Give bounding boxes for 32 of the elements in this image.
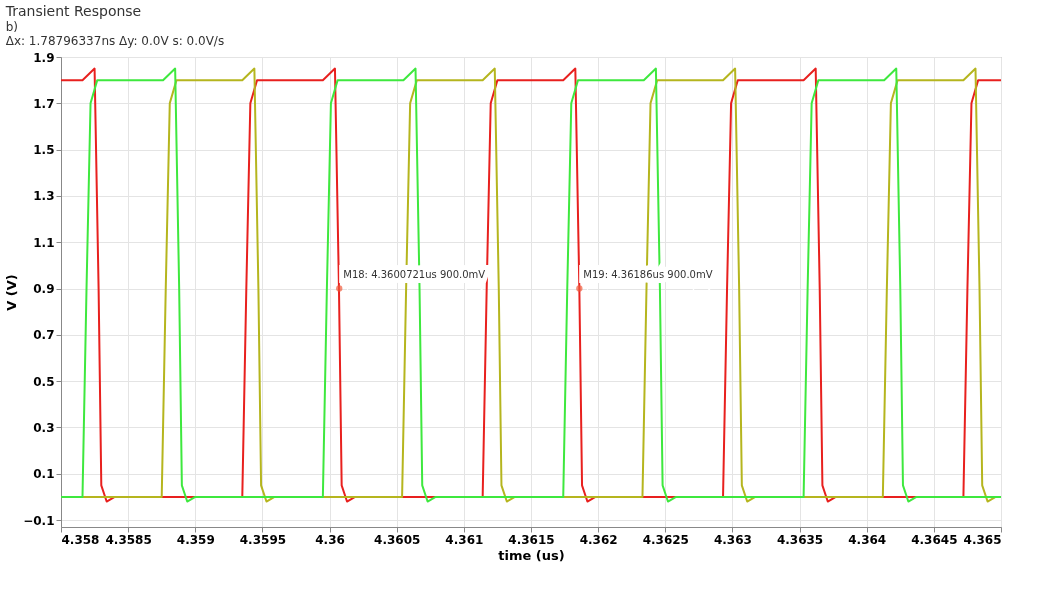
x-tick-label: 4.359 <box>176 532 215 547</box>
y-tick-label: 1.9 <box>33 50 55 65</box>
y-tick-label: 1.1 <box>33 235 55 250</box>
y-tick-label: 0.5 <box>33 374 55 389</box>
y-tick-label: 0.1 <box>33 467 55 482</box>
x-tick-label: 4.362 <box>579 532 618 547</box>
y-tick-label: 0.9 <box>33 282 55 297</box>
y-tick-label: 1.5 <box>33 143 55 158</box>
line-series <box>60 67 1002 503</box>
x-tick-label: 4.3585 <box>105 532 152 547</box>
x-tick-label: 4.3625 <box>642 532 689 547</box>
x-tick-label: 4.363 <box>713 532 752 547</box>
y-tick-label: 1.3 <box>33 189 55 204</box>
text: Δx: 1.78796337ns Δy: 0.0V s: 0.0V/s <box>5 34 225 48</box>
x-tick-label: 4.3645 <box>911 532 958 547</box>
text: b) <box>5 20 18 34</box>
x-tick-label: 4.364 <box>848 532 887 547</box>
y-tick-label: 0.7 <box>33 328 55 343</box>
y-tick-label: 1.7 <box>33 96 55 111</box>
x-tick-label: 4.365 <box>963 532 1002 547</box>
y-axis-title: V (V) <box>4 274 20 311</box>
x-tick-label: 4.3615 <box>508 532 555 547</box>
x-tick-label: 4.3605 <box>374 532 421 547</box>
x-tick-label: 4.3635 <box>776 532 824 547</box>
x-tick-label: 4.361 <box>445 532 484 547</box>
x-axis-title: time (us) <box>498 547 565 563</box>
x-tick-label: 4.358 <box>61 532 100 547</box>
x-tick-label: 4.36 <box>315 532 345 547</box>
y-tick-label: 0.3 <box>33 420 55 435</box>
chart-title: Transient Response <box>4 3 142 19</box>
y-tick-label: −0.1 <box>23 513 55 528</box>
x-tick-label: 4.3595 <box>239 532 287 547</box>
